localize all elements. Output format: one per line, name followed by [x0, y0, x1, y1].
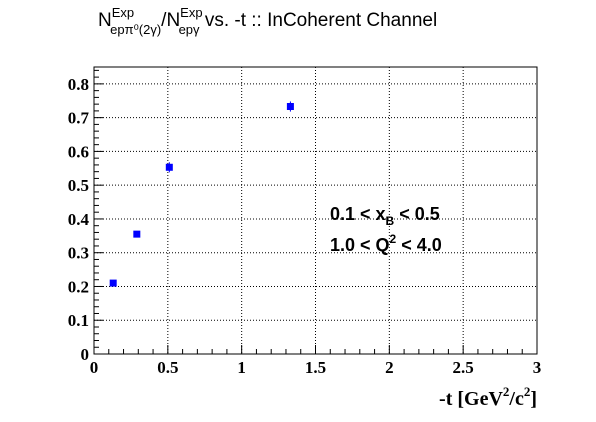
title-den-sub: epγ — [179, 22, 200, 37]
x-tick-label-1: 0.5 — [157, 358, 178, 377]
grid-layer — [94, 67, 537, 354]
xlabel-post: ] — [530, 388, 537, 410]
annotation-xb-rest: < 0.5 — [394, 204, 440, 224]
title-slash: /N — [161, 10, 180, 31]
y-tick-label-8: 0.8 — [68, 75, 89, 94]
xlabel-sup1: 2 — [503, 384, 510, 399]
y-tick-label-7: 0.7 — [68, 109, 90, 128]
annotation-xb-main: 0.1 < x — [330, 204, 386, 224]
annotation-q2-main: 1.0 < Q — [330, 235, 390, 255]
annotation-q2: 1.0 < Q2 < 4.0 — [330, 232, 442, 255]
y-tick-label-6: 0.6 — [68, 142, 89, 161]
x-tick-label-5: 2.5 — [453, 358, 474, 377]
x-axis-label: -t [GeV2/c2] — [439, 384, 537, 410]
y-tick-label-5: 0.5 — [68, 176, 89, 195]
xlabel-sup2: 2 — [524, 384, 531, 399]
y-tick-label-3: 0.3 — [68, 244, 89, 263]
annotation-q2-rest: < 4.0 — [396, 235, 442, 255]
title-lead: N — [98, 10, 112, 31]
tick-label-layer: 0 0.5 1 1.5 2 2.5 3 0 0.1 0.2 0.3 0.4 0.5 0.6 0.7 0.8 — [68, 75, 542, 377]
annotation-xb-sub: B — [386, 214, 395, 228]
tick-layer — [93, 69, 538, 355]
y-tick-label-0: 0 — [81, 345, 90, 364]
title-num-sub: epπ⁰(2γ) — [110, 22, 161, 37]
xlabel-mid: /c — [508, 388, 524, 410]
y-tick-label-4: 0.4 — [68, 210, 90, 229]
data-point-0-1 — [133, 230, 141, 238]
data-point-0-3 — [286, 103, 294, 111]
title-num-sup: Exp — [112, 5, 134, 20]
data-point-0-2 — [165, 163, 173, 171]
x-tick-label-3: 1.5 — [305, 358, 326, 377]
x-tick-label-0: 0 — [90, 358, 99, 377]
title-den-sup: Exp — [180, 5, 202, 20]
data-point-0-0 — [109, 279, 117, 287]
xlabel-pre: -t [GeV — [439, 388, 503, 410]
y-tick-label-1: 0.1 — [68, 311, 89, 330]
y-tick-label-2: 0.2 — [68, 277, 89, 296]
x-tick-label-2: 1 — [237, 358, 246, 377]
chart-title: NExp epπ⁰(2γ)/NExp epγ vs. -t :: InCoheren… — [98, 5, 437, 37]
annotation-xb: 0.1 < xB < 0.5 — [330, 204, 440, 228]
annotation-q2-sup: 2 — [390, 232, 397, 246]
x-tick-label-6: 3 — [533, 358, 542, 377]
title-tail: vs. -t :: InCoherent Channel — [200, 10, 438, 31]
data-point-layer — [109, 101, 294, 287]
x-tick-label-4: 2 — [385, 358, 394, 377]
